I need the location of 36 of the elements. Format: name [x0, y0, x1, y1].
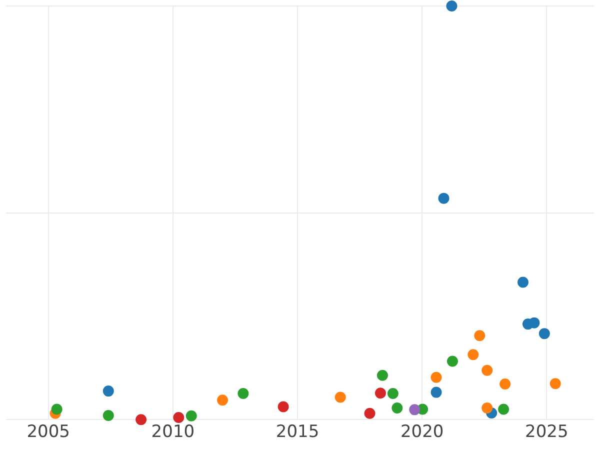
point	[550, 378, 561, 390]
point	[538, 328, 550, 340]
point	[51, 404, 62, 415]
point	[186, 410, 197, 422]
point	[374, 388, 386, 399]
x-tick-label: 2025	[525, 422, 568, 442]
x-tick-label: 2010	[151, 422, 195, 442]
point	[474, 330, 486, 342]
point	[468, 349, 479, 360]
point	[376, 370, 388, 381]
point	[278, 401, 289, 412]
x-tick-label: 2015	[276, 422, 320, 442]
point	[482, 364, 493, 376]
point	[446, 0, 458, 12]
x-tick-label: 2020	[400, 422, 444, 442]
point	[500, 378, 511, 390]
point	[430, 372, 442, 383]
point	[430, 386, 442, 398]
point	[409, 404, 420, 416]
point	[102, 410, 114, 421]
point	[364, 408, 376, 419]
point	[102, 386, 114, 397]
x-tick-label: 2005	[26, 422, 70, 442]
point	[392, 402, 403, 414]
point	[498, 404, 510, 415]
point	[217, 394, 228, 406]
point	[173, 412, 184, 424]
point	[446, 356, 458, 367]
point	[528, 317, 540, 328]
point	[517, 276, 528, 288]
point	[482, 402, 493, 414]
point	[334, 392, 346, 403]
point	[136, 414, 147, 426]
point	[438, 192, 450, 204]
point	[238, 388, 249, 400]
point	[387, 388, 398, 400]
